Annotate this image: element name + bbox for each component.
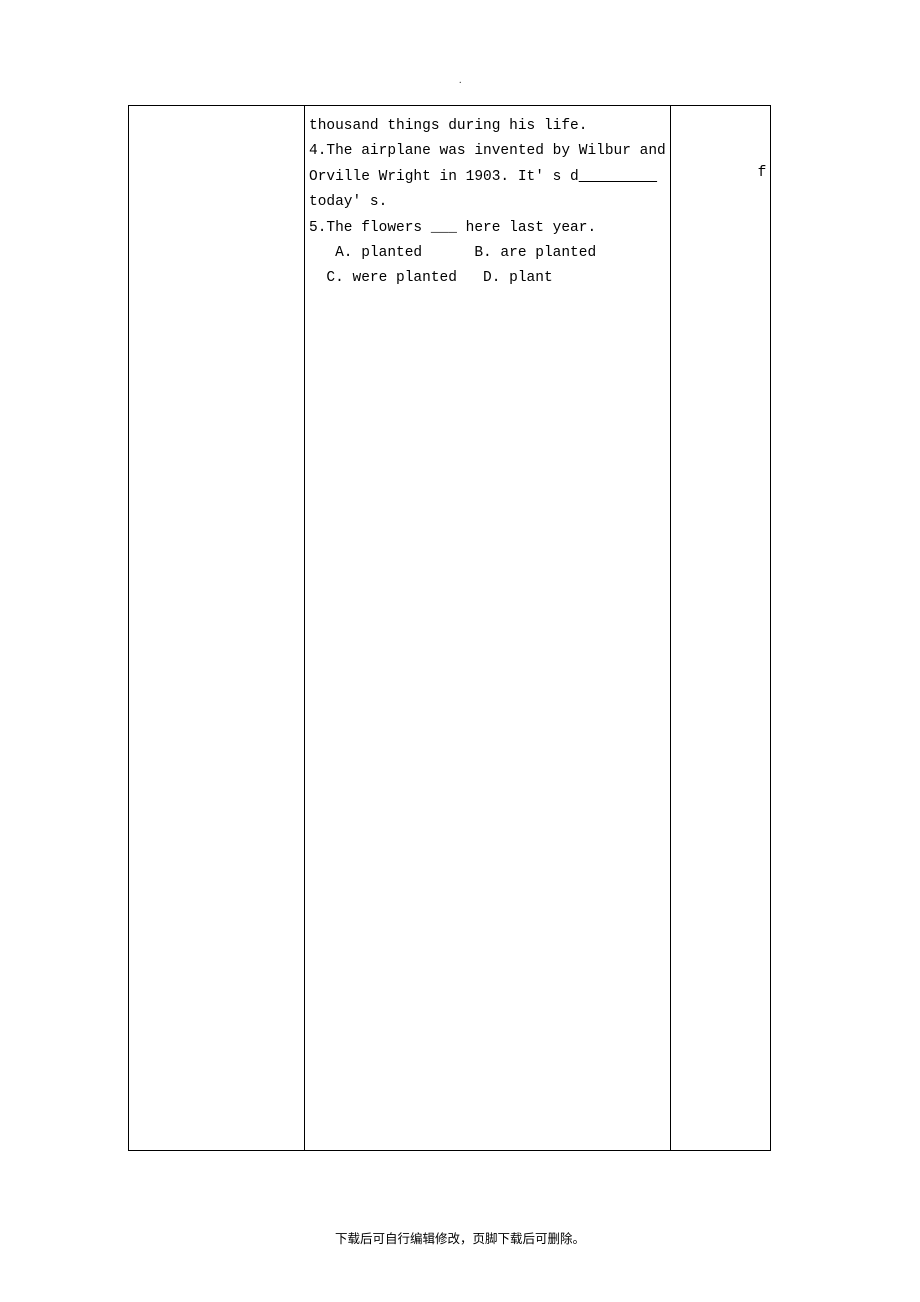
content-table: thousand things during his life. 4.The a… <box>128 105 771 1151</box>
table-col-1 <box>129 106 305 1151</box>
line3-text: Orville Wright in 1903. It' s d <box>309 169 579 185</box>
blank-fill <box>579 165 657 190</box>
page-dot: . <box>459 75 462 86</box>
footer-text: 下载后可自行编辑修改，页脚下载后可删除。 <box>0 1228 920 1247</box>
edge-letter-f: f <box>758 165 767 181</box>
text-line-2: 4.The airplane was invented by Wilbur an… <box>309 139 666 164</box>
text-line-3: Orville Wright in 1903. It' s d <box>309 165 666 190</box>
text-line-7: C. were planted D. plant <box>309 266 666 291</box>
exercise-text: thousand things during his life. 4.The a… <box>305 106 670 300</box>
text-line-6: A. planted B. are planted <box>309 241 666 266</box>
text-line-4: today' s. <box>309 190 666 215</box>
table-col-2: thousand things during his life. 4.The a… <box>305 106 671 1151</box>
text-line-1: thousand things during his life. <box>309 114 666 139</box>
table-col-3 <box>670 106 770 1151</box>
text-line-5: 5.The flowers ___ here last year. <box>309 216 666 241</box>
